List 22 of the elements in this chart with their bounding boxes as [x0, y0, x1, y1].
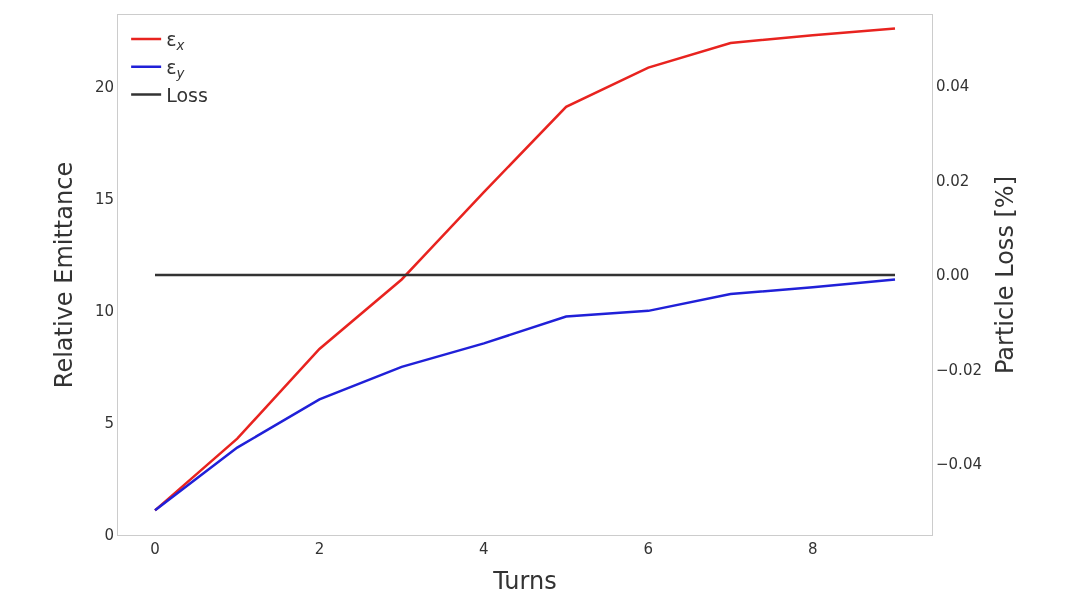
x-axis-title: Turns [492, 567, 557, 596]
x-tick-label: 4 [479, 540, 489, 558]
y-axis-title: Relative Emittance [50, 161, 79, 389]
y-tick-label: 5 [104, 414, 114, 433]
y2-axis-title: Particle Loss [%] [991, 175, 1020, 375]
y2-tick-label: 0.02 [936, 171, 970, 190]
y-tick-label: 20 [94, 77, 114, 96]
y2-tick-label: 0.00 [936, 266, 970, 285]
x-tick-label: 2 [314, 540, 325, 558]
x-tick-label: 8 [808, 540, 818, 558]
y-tick-label: 15 [94, 190, 114, 209]
legend-label: ε$_{x}$ [166, 28, 185, 54]
line-series [153, 278, 897, 512]
y2-tick-label: −0.04 [936, 455, 982, 474]
y-tick-label: 10 [94, 302, 114, 321]
y2-tick-label: −0.02 [936, 360, 982, 379]
legend-label: ε$_{y}$ [166, 56, 186, 82]
legend-label: Loss [166, 83, 208, 106]
x-tick-label: 0 [150, 540, 160, 558]
y2-tick-label: 0.04 [936, 77, 970, 96]
x-tick-label: 6 [643, 540, 654, 558]
y-tick-label: 0 [104, 526, 114, 545]
